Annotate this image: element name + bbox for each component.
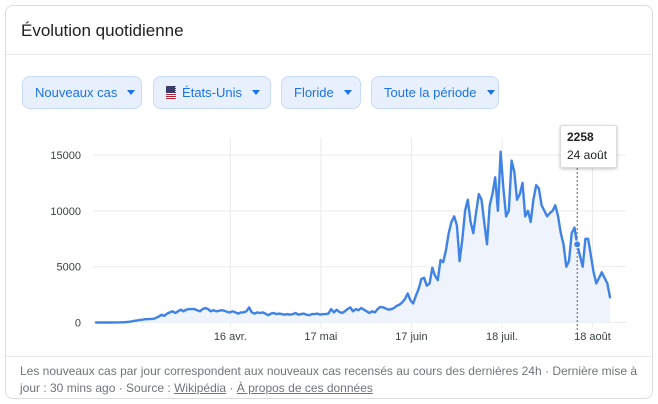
country-dropdown-label: États-Unis — [182, 85, 242, 100]
chevron-down-icon — [127, 90, 136, 95]
metric-dropdown-label: Nouveaux cas — [35, 85, 118, 100]
y-tick-label: 10000 — [50, 206, 81, 218]
y-axis: 0 5000 10000 15000 — [50, 150, 81, 330]
tooltip-value: 2258 — [567, 130, 594, 144]
period-dropdown[interactable]: Toute la période — [371, 76, 499, 109]
x-tick-label: 17 juin — [395, 331, 427, 343]
header-divider — [6, 54, 652, 55]
footer-text: Les nouveaux cas par jour correspondent … — [20, 364, 638, 395]
period-dropdown-label: Toute la période — [384, 85, 477, 100]
chevron-down-icon — [252, 90, 260, 95]
x-tick-label: 17 mai — [304, 331, 337, 343]
x-axis: 16 avr. 17 mai 17 juin 18 juil. 18 août — [214, 331, 611, 343]
footer-note: Les nouveaux cas par jour correspondent … — [20, 363, 645, 397]
y-tick-label: 5000 — [57, 262, 81, 274]
footer-separator: · — [226, 381, 237, 395]
tooltip-date: 24 août — [567, 148, 608, 162]
footer-divider — [6, 356, 652, 357]
metric-dropdown[interactable]: Nouveaux cas — [22, 76, 142, 109]
highlight-point — [573, 240, 582, 249]
about-data-link[interactable]: À propos de ces données — [236, 381, 373, 395]
source-link[interactable]: Wikipédia — [174, 381, 227, 395]
x-tick-label: 16 avr. — [214, 331, 247, 343]
region-dropdown[interactable]: Floride — [281, 76, 361, 109]
y-tick-label: 15000 — [50, 150, 81, 162]
country-dropdown[interactable]: États-Unis — [153, 76, 271, 109]
x-tick-label: 18 août — [574, 331, 611, 343]
region-dropdown-label: Floride — [294, 85, 334, 100]
y-tick-label: 0 — [75, 318, 81, 330]
hover-tooltip: 2258 24 août — [560, 125, 617, 168]
cases-line — [94, 150, 612, 324]
daily-cases-chart[interactable]: 0 5000 10000 15000 16 avr. 17 mai 17 juin 18 j… — [6, 116, 652, 351]
chevron-down-icon — [486, 90, 495, 95]
card: Évolution quotidienne Nouveaux cas États… — [5, 5, 653, 399]
us-flag-icon — [166, 86, 177, 99]
cases-area — [96, 151, 610, 323]
chevron-down-icon — [343, 90, 352, 95]
x-tick-label: 18 juil. — [486, 331, 518, 343]
card-title: Évolution quotidienne — [21, 21, 184, 40]
